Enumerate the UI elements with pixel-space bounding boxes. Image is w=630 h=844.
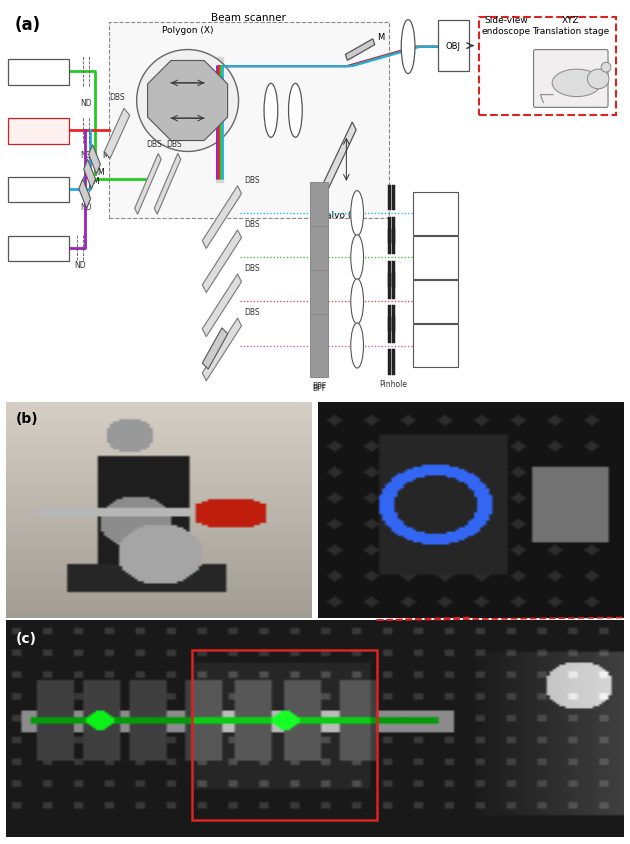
Text: 488: 488 — [45, 185, 62, 194]
Ellipse shape — [601, 63, 611, 73]
FancyBboxPatch shape — [437, 21, 469, 72]
FancyBboxPatch shape — [310, 315, 328, 377]
Polygon shape — [202, 274, 241, 338]
Text: Pinhole: Pinhole — [379, 379, 408, 388]
FancyBboxPatch shape — [310, 227, 328, 289]
FancyBboxPatch shape — [310, 182, 328, 246]
Text: OBJ: OBJ — [445, 42, 461, 51]
Text: Galvo (Y): Galvo (Y) — [319, 211, 360, 220]
Ellipse shape — [552, 70, 601, 97]
FancyBboxPatch shape — [479, 19, 616, 116]
Polygon shape — [202, 187, 241, 249]
Text: Laser: Laser — [11, 127, 38, 135]
Text: ND: ND — [80, 99, 91, 107]
Text: BPF: BPF — [312, 339, 326, 349]
Text: Laser: Laser — [11, 244, 38, 252]
Ellipse shape — [351, 323, 364, 369]
Text: BPF: BPF — [312, 295, 326, 304]
Polygon shape — [154, 154, 181, 215]
Text: ND: ND — [80, 150, 91, 160]
Text: DBS: DBS — [166, 139, 181, 149]
Polygon shape — [202, 328, 228, 370]
FancyBboxPatch shape — [8, 119, 69, 144]
Text: M: M — [377, 33, 384, 42]
Text: BPF: BPF — [312, 383, 326, 392]
Text: PMT: PMT — [427, 253, 444, 262]
Text: ND: ND — [80, 203, 91, 212]
Polygon shape — [147, 62, 227, 141]
Text: Laser: Laser — [11, 185, 38, 194]
FancyBboxPatch shape — [8, 178, 69, 203]
Polygon shape — [84, 160, 96, 190]
FancyBboxPatch shape — [413, 192, 458, 235]
Polygon shape — [345, 40, 375, 62]
Text: DBS: DBS — [146, 139, 162, 149]
Polygon shape — [317, 123, 356, 205]
Polygon shape — [105, 109, 130, 160]
Circle shape — [137, 51, 239, 152]
Text: DBS: DBS — [244, 219, 260, 229]
Ellipse shape — [587, 70, 609, 89]
Text: Laser: Laser — [11, 68, 38, 77]
Ellipse shape — [401, 20, 415, 74]
Text: DBS: DBS — [244, 308, 260, 316]
Polygon shape — [89, 145, 100, 175]
FancyBboxPatch shape — [310, 271, 328, 333]
Polygon shape — [202, 230, 241, 293]
Text: BPF: BPF — [312, 252, 326, 260]
Text: Side-view
endoscope: Side-view endoscope — [481, 16, 530, 35]
Text: (a): (a) — [14, 16, 40, 35]
Text: M: M — [98, 167, 104, 176]
FancyBboxPatch shape — [8, 236, 69, 262]
Text: M: M — [93, 177, 99, 187]
Ellipse shape — [351, 235, 364, 280]
Polygon shape — [79, 180, 91, 209]
FancyBboxPatch shape — [413, 236, 458, 279]
Text: DBS: DBS — [244, 176, 260, 185]
Ellipse shape — [351, 192, 364, 236]
Text: DBS: DBS — [244, 263, 260, 273]
Text: 640: 640 — [45, 127, 62, 135]
Text: 405: 405 — [45, 244, 62, 252]
FancyBboxPatch shape — [413, 280, 458, 323]
Text: PMT: PMT — [427, 342, 444, 350]
Polygon shape — [202, 319, 241, 381]
Text: (b): (b) — [16, 411, 38, 425]
FancyBboxPatch shape — [109, 23, 389, 219]
Polygon shape — [135, 154, 161, 215]
Text: M: M — [224, 333, 231, 343]
Text: DBS: DBS — [109, 92, 125, 101]
Ellipse shape — [351, 279, 364, 325]
Text: BPF: BPF — [312, 381, 326, 390]
Ellipse shape — [289, 84, 302, 138]
Text: XYZ
Translation stage: XYZ Translation stage — [532, 16, 609, 35]
Text: PMT: PMT — [427, 298, 444, 306]
FancyBboxPatch shape — [534, 51, 608, 108]
FancyBboxPatch shape — [8, 60, 69, 86]
Text: Beam scanner: Beam scanner — [212, 14, 286, 24]
Ellipse shape — [264, 84, 278, 138]
FancyBboxPatch shape — [413, 325, 458, 368]
Text: PMT: PMT — [427, 209, 444, 219]
Text: (c): (c) — [16, 631, 37, 645]
Text: M: M — [102, 151, 109, 160]
Text: 561: 561 — [45, 68, 63, 77]
Text: ND: ND — [74, 261, 86, 270]
Text: Polygon (X): Polygon (X) — [162, 26, 214, 35]
